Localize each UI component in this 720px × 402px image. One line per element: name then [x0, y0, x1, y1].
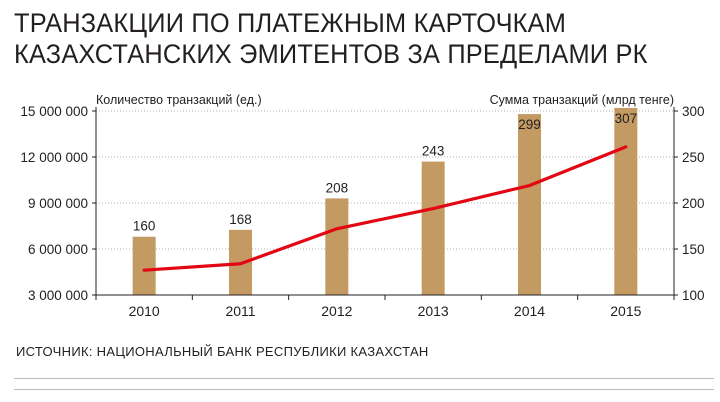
bar-value-label: 168: [229, 212, 252, 227]
y-axis-right-tick-label: 250: [682, 150, 705, 165]
bar-value-label: 307: [615, 111, 638, 126]
divider-line: [14, 378, 714, 379]
chart-title: ТРАНЗАКЦИИ ПО ПЛАТЕЖНЫМ КАРТОЧКАМ КАЗАХС…: [14, 8, 672, 70]
y-axis-right-tick-label: 150: [682, 242, 705, 257]
chart-title-line-1: ТРАНЗАКЦИИ ПО ПЛАТЕЖНЫМ КАРТОЧКАМ: [14, 8, 567, 38]
y-axis-right-tick-label: 200: [682, 196, 705, 211]
bar-value-labels: 160 168 208 243 299 307: [133, 111, 637, 234]
bar: [325, 198, 349, 295]
y-axis-right-label: Сумма транзакций (млрд тенге): [490, 93, 674, 107]
x-axis-tick-label: 2010: [129, 303, 160, 319]
y-axis-left-label: Количество транзакций (ед.): [96, 93, 262, 107]
x-axis-tick-label: 2014: [514, 303, 545, 319]
axes: [92, 107, 678, 300]
tick-labels: 3 000 000 6 000 000 9 000 000 12 000 000 15 …: [20, 104, 704, 319]
sum-line-path: [142, 145, 628, 272]
bar: [421, 161, 445, 295]
bar-value-label: 208: [326, 180, 349, 195]
divider-line: [14, 389, 714, 390]
bar: [132, 236, 156, 295]
bar: [614, 107, 638, 295]
x-axis-tick-label: 2012: [321, 303, 352, 319]
x-axis-tick-label: 2013: [418, 303, 449, 319]
chart: 160 168 208 243 299 307 3 000 000 6 000 000 9 0…: [20, 93, 704, 319]
sum-line: [142, 145, 628, 272]
bar-value-label: 160: [133, 219, 156, 234]
y-axis-right-tick-label: 300: [682, 104, 705, 119]
x-axis-tick-label: 2011: [225, 303, 255, 319]
y-axis-left-tick-label: 15 000 000: [20, 104, 88, 119]
bar-value-label: 299: [518, 117, 541, 132]
y-axis-left-tick-label: 6 000 000: [28, 242, 88, 257]
y-axis-left-tick-label: 9 000 000: [28, 196, 88, 211]
y-axis-left-tick-label: 12 000 000: [20, 150, 88, 165]
y-axis-left-tick-label: 3 000 000: [28, 288, 88, 303]
chart-title-line-2: КАЗАХСТАНСКИХ ЭМИТЕНТОВ ЗА ПРЕДЕЛАМИ РК: [14, 39, 648, 69]
source-note: ИСТОЧНИК: НАЦИОНАЛЬНЫЙ БАНК РЕСПУБЛИКИ К…: [16, 344, 429, 359]
x-axis-tick-label: 2015: [610, 303, 641, 319]
bar-value-label: 243: [422, 144, 445, 159]
y-axis-right-tick-label: 100: [682, 288, 705, 303]
bar: [518, 114, 541, 295]
